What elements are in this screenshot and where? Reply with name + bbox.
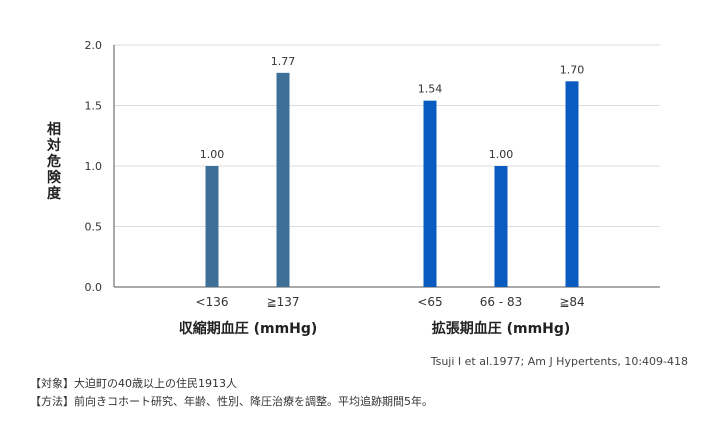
y-tick-label: 0.5 <box>85 221 103 234</box>
category-label: ≧84 <box>559 295 584 309</box>
category-label: ≧137 <box>267 295 300 309</box>
note-method: 【方法】前向きコホート研究、年齢、性別、降圧治療を調整。平均追跡期間5年。 <box>30 395 433 408</box>
bar-value-label: 1.70 <box>560 63 585 76</box>
y-axis-label-char: 対 <box>46 137 61 154</box>
value-labels: 1.00 1.77 1.54 1.00 1.70 <box>200 55 585 161</box>
bar <box>494 166 508 287</box>
y-axis-label-char: 険 <box>47 169 62 186</box>
y-axis-label-char: 相 <box>47 121 61 138</box>
y-tick-label: 1.5 <box>85 100 103 113</box>
category-label: 66 - 83 <box>480 295 523 309</box>
bar-value-label: 1.77 <box>271 55 296 68</box>
y-tick-labels: 0.0 0.5 1.0 1.5 2.0 <box>85 39 103 294</box>
group-label: 収縮期血圧 (mmHg) <box>179 320 318 337</box>
bar <box>205 166 219 287</box>
y-axis-label-char: 度 <box>47 185 62 202</box>
y-axis-label-char: 危 <box>46 153 61 170</box>
bar-value-label: 1.54 <box>418 83 443 96</box>
category-label: <65 <box>417 295 442 309</box>
bar <box>565 81 579 287</box>
bar <box>423 100 437 287</box>
bar-value-label: 1.00 <box>200 148 225 161</box>
bar-value-label: 1.00 <box>489 148 514 161</box>
y-tick-label: 1.0 <box>85 160 103 173</box>
y-tick-label: 2.0 <box>85 39 103 52</box>
category-labels: <136 ≧137 <65 66 - 83 ≧84 <box>196 295 585 309</box>
y-tick-label: 0.0 <box>85 281 103 294</box>
category-label: <136 <box>196 295 229 309</box>
group-labels: 収縮期血圧 (mmHg) 拡張期血圧 (mmHg) <box>179 320 571 337</box>
study-notes: 【対象】大迫町の40歳以上の住民1913人 【方法】前向きコホート研究、年齢、性… <box>30 375 433 411</box>
citation: Tsuji I et al.1977; Am J Hypertents, 10:… <box>430 355 688 368</box>
bar <box>276 72 290 287</box>
bars <box>205 72 579 287</box>
group-label: 拡張期血圧 (mmHg) <box>432 320 571 337</box>
note-subjects: 【対象】大迫町の40歳以上の住民1913人 <box>30 377 237 390</box>
